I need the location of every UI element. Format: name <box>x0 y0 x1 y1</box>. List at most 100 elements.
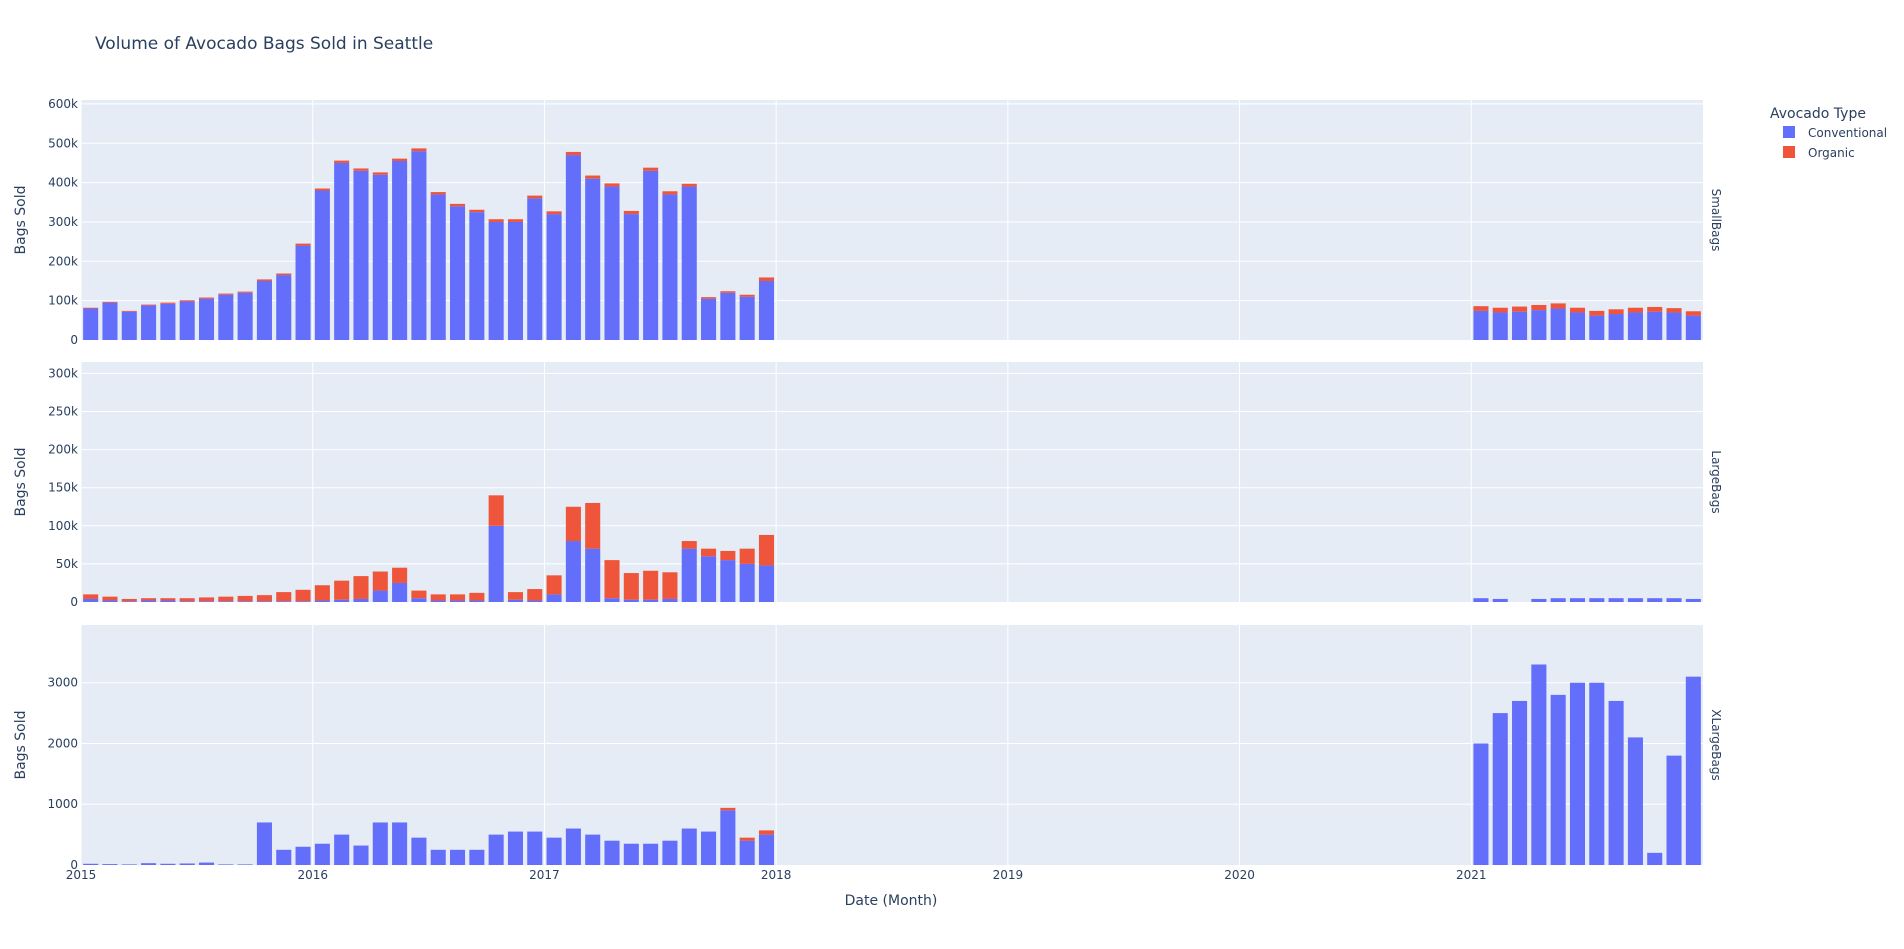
bar-conventional <box>507 221 523 340</box>
bar-conventional <box>450 206 466 340</box>
bar-conventional <box>1550 694 1566 865</box>
bar-organic <box>701 548 717 557</box>
bar-conventional <box>314 600 330 602</box>
bar-conventional <box>681 828 697 865</box>
plot-area <box>81 362 1703 602</box>
bar-organic <box>276 273 292 276</box>
bar-conventional <box>83 308 99 340</box>
x-axis-label: Date (Month) <box>845 893 938 909</box>
bar-conventional <box>179 601 195 602</box>
bar-conventional <box>83 863 99 865</box>
x-tick-label: 2020 <box>1224 868 1255 882</box>
bar-conventional <box>643 170 659 340</box>
bar-conventional <box>218 294 234 340</box>
legend-title: Avocado Type <box>1770 106 1866 122</box>
bar-conventional <box>527 600 543 602</box>
legend-item-organic[interactable]: Organic <box>1783 146 1855 160</box>
y-tick-label: 150k <box>48 481 78 495</box>
x-tick-label: 2021 <box>1456 868 1487 882</box>
bar-organic <box>83 307 99 309</box>
bar-conventional <box>102 302 118 340</box>
bar-conventional <box>353 170 369 340</box>
y-tick-label: 3000 <box>47 676 78 690</box>
legend-label-organic: Organic <box>1808 146 1855 160</box>
bar-conventional <box>1473 310 1489 340</box>
bar-conventional <box>334 162 350 340</box>
bar-conventional <box>758 280 775 340</box>
bar-organic <box>720 807 736 811</box>
bar-organic <box>1492 307 1508 313</box>
bar-organic <box>1531 304 1547 311</box>
bar-organic <box>507 219 523 222</box>
legend-item-conventional[interactable]: Conventional <box>1783 126 1887 140</box>
bar-conventional <box>585 178 601 340</box>
bar-organic <box>372 172 388 175</box>
bar-conventional <box>1569 682 1586 865</box>
bar-conventional <box>276 601 292 602</box>
y-axis-label: Bags Sold <box>13 447 29 516</box>
bar-conventional <box>662 840 678 865</box>
panel-smallbags: 0 100k 200k 300k 400k 500k 600k Bags Sold SmallB… <box>13 97 1723 347</box>
bar-organic <box>565 506 581 542</box>
bar-conventional <box>392 160 408 340</box>
bar-organic <box>604 560 620 599</box>
bar-conventional <box>546 594 562 602</box>
bar-organic <box>314 585 330 601</box>
bar-organic <box>179 300 195 302</box>
bar-organic <box>353 576 369 599</box>
y-tick-label: 100k <box>48 294 78 308</box>
bar-organic <box>218 596 234 602</box>
bar-conventional <box>121 601 137 602</box>
y-tick-label: 100k <box>48 519 78 533</box>
bar-conventional <box>1666 755 1682 865</box>
bar-conventional <box>314 843 330 865</box>
bar-conventional <box>527 831 543 865</box>
bar-organic <box>662 572 678 599</box>
bar-organic <box>720 291 736 293</box>
bar-organic <box>585 175 601 179</box>
bar-conventional <box>1685 676 1701 865</box>
y-tick-label: 0 <box>70 595 78 609</box>
bar-organic <box>1589 310 1605 316</box>
bar-conventional <box>1569 598 1586 602</box>
y-tick-label: 400k <box>48 176 78 190</box>
bar-conventional <box>256 280 272 340</box>
bar-conventional <box>430 600 446 602</box>
panel-xlargebags: 0 1000 2000 3000 Bags Sold XLargeBags 2015 2016… <box>13 625 1723 882</box>
bar-organic <box>623 210 639 215</box>
bar-organic <box>179 598 195 602</box>
bar-organic <box>430 192 446 195</box>
bar-conventional <box>372 590 388 602</box>
bar-conventional <box>662 194 678 340</box>
bar-organic <box>681 183 697 187</box>
bar-conventional <box>1531 664 1547 865</box>
bar-organic <box>643 570 659 600</box>
bar-organic <box>546 211 562 215</box>
bar-conventional <box>160 600 176 602</box>
y-tick-label: 200k <box>48 443 78 457</box>
bar-organic <box>507 592 523 600</box>
bar-conventional <box>604 598 620 602</box>
bar-conventional <box>1512 311 1528 340</box>
bar-conventional <box>237 292 253 340</box>
bar-organic <box>411 590 427 599</box>
y-axis-label: Bags Sold <box>13 185 29 254</box>
bar-conventional <box>353 598 369 602</box>
bar-conventional <box>295 245 311 340</box>
bar-conventional <box>1550 598 1566 602</box>
bar-conventional <box>102 600 118 602</box>
bar-conventional <box>623 599 639 602</box>
bar-conventional <box>237 601 253 602</box>
bar-conventional <box>218 601 234 602</box>
bar-conventional <box>141 305 157 340</box>
bar-conventional <box>604 186 620 340</box>
bar-conventional <box>1685 598 1701 602</box>
bar-conventional <box>198 862 215 865</box>
bar-organic <box>1608 309 1624 315</box>
bar-conventional <box>662 598 678 602</box>
bar-conventional <box>450 600 466 602</box>
bar-organic <box>585 502 601 549</box>
bar-conventional <box>179 863 195 865</box>
bar-conventional <box>527 198 543 340</box>
